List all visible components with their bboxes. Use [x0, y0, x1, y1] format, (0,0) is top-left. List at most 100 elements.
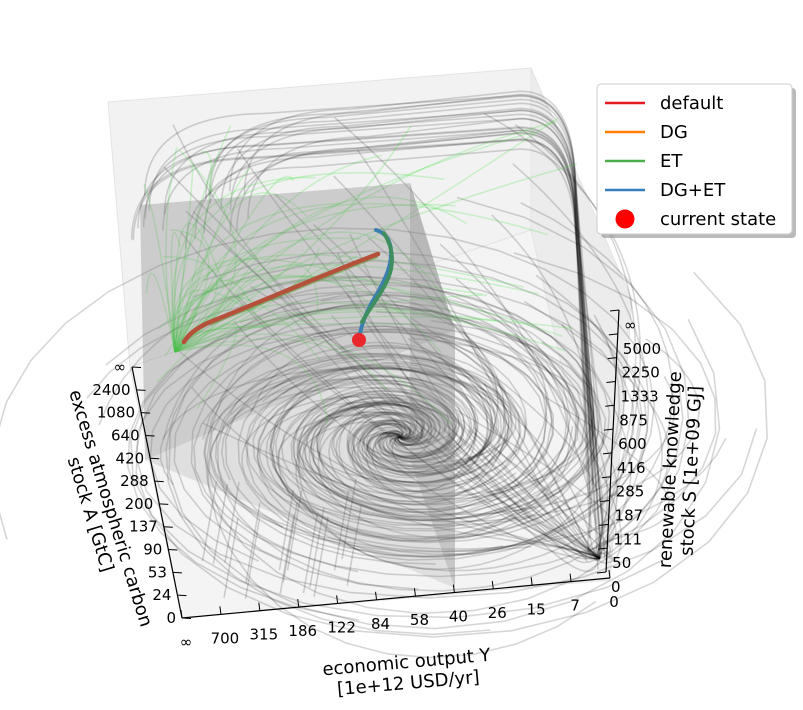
- flow-line: [220, 107, 603, 514]
- axis-y-tick: [375, 591, 378, 600]
- axis-line-s: [605, 309, 620, 573]
- flow-line: [338, 396, 454, 457]
- flow-line: [126, 305, 580, 621]
- flow-line: [249, 329, 507, 506]
- axis-y-tick-label: ∞: [180, 633, 193, 651]
- flow-line: [202, 422, 601, 559]
- flow-line: [308, 411, 607, 520]
- axis-a-tick: [159, 503, 169, 505]
- flow-line: [366, 236, 601, 559]
- flow-line: [295, 202, 674, 572]
- flow-line: [174, 167, 251, 353]
- flow-line: [149, 328, 570, 562]
- flow-line: [130, 138, 603, 557]
- back-panes: [107, 67, 633, 619]
- axis-s-tick: [600, 500, 610, 503]
- flow-line: [172, 258, 452, 353]
- flow-line: [157, 254, 258, 353]
- flow-line: [407, 337, 601, 562]
- flow-line: [143, 94, 599, 429]
- flow-line: [258, 401, 532, 527]
- flow-line: [174, 308, 444, 353]
- flow-line: [274, 293, 578, 542]
- flow-line: [209, 386, 532, 553]
- flow-line: [164, 311, 198, 357]
- axis-s-tick-label: ∞: [624, 316, 637, 334]
- flow-line: [174, 344, 329, 424]
- flow-line: [469, 429, 612, 559]
- flow-line: [297, 314, 621, 571]
- axis-s-tick-label: 2250: [622, 364, 660, 382]
- legend-swatch: [615, 209, 635, 229]
- flow-line: [208, 95, 594, 446]
- flow-line: [170, 231, 181, 353]
- flow-line: [130, 305, 672, 619]
- axis-line-a: [131, 366, 183, 619]
- flow-line: [224, 482, 240, 563]
- flow-line: [282, 502, 298, 583]
- flow-line: [185, 210, 601, 559]
- legend-label: ET: [660, 151, 683, 172]
- flow-line: [244, 367, 510, 515]
- flow-line: [142, 126, 593, 533]
- flow-line: [208, 378, 450, 573]
- axis-s-tick: [601, 476, 611, 479]
- flow-line: [365, 412, 463, 474]
- flow-line: [317, 314, 626, 539]
- flow-line: [514, 333, 623, 564]
- flow-line: [174, 310, 497, 353]
- axis-line-y: [181, 577, 611, 619]
- axis-s-tick-label: 0: [611, 578, 621, 596]
- flow-line: [163, 166, 601, 560]
- flow-line: [236, 129, 604, 523]
- flow-line: [86, 290, 611, 521]
- flow-line: [135, 271, 768, 638]
- trajectory-et: [360, 230, 394, 324]
- axis-s-tick-label: 187: [615, 507, 644, 525]
- flow-line: [359, 418, 465, 470]
- flow-line: [302, 512, 319, 594]
- axis-s-tick: [602, 452, 612, 455]
- flow-line: [193, 252, 717, 578]
- flow-line: [173, 222, 225, 353]
- flow-line: [277, 338, 701, 523]
- axis-s-tick-label: 5000: [623, 340, 661, 358]
- axis-s-tick: [608, 333, 618, 336]
- flow-line: [174, 202, 341, 353]
- axis-a-tick: [136, 389, 146, 391]
- flow-line: [356, 395, 601, 560]
- legend-label: DG+ET: [660, 180, 726, 201]
- axis-s-tick: [607, 357, 617, 360]
- axis-y-tick: [569, 573, 572, 582]
- flow-line: [174, 333, 452, 426]
- axis-a-tick-label: 24: [152, 586, 171, 604]
- axis-y-tick-label: 26: [488, 604, 507, 622]
- flow-line: [316, 361, 521, 493]
- flow-line: [174, 301, 566, 353]
- boundary-plane-carbon: [140, 183, 455, 460]
- flow-line: [514, 124, 637, 560]
- flow-line: [462, 419, 601, 562]
- floor-pane: [129, 229, 611, 619]
- flow-line: [304, 279, 595, 501]
- flow-line: [203, 132, 605, 445]
- flow-line: [239, 293, 594, 539]
- axis-s-tick-label: 50: [612, 554, 631, 572]
- flow-line: [0, 227, 656, 556]
- flow-line: [174, 274, 563, 353]
- flow-line: [297, 337, 596, 498]
- flow-line: [335, 344, 489, 493]
- flow-line: [174, 263, 319, 353]
- flow-line: [351, 376, 477, 479]
- axis-y-tick: [491, 580, 494, 589]
- axis-y-tick-label: 186: [288, 622, 317, 640]
- flow-line: [282, 307, 601, 559]
- flow-line: [174, 149, 237, 353]
- flow-line: [176, 349, 601, 559]
- flow-line: [171, 176, 316, 353]
- boundary-planes: [140, 183, 455, 588]
- highlighted-trajectories: [181, 228, 394, 345]
- flow-line: [192, 210, 601, 559]
- flow-line: [174, 150, 213, 353]
